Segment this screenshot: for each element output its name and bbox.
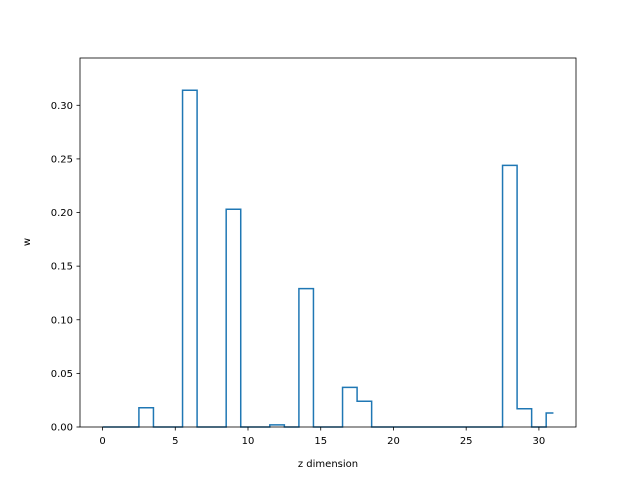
x-axis-label: z dimension [298,459,358,470]
y-tick-label: 0.10 [51,315,73,326]
y-tick-label: 0.05 [51,369,73,380]
y-tick-label: 0.15 [51,262,73,273]
x-tick-label: 0 [99,436,105,447]
x-tick-label: 20 [387,436,400,447]
x-axis: 0 5 10 15 20 25 30 [99,427,545,447]
y-tick-label: 0.30 [51,101,73,112]
y-axis-label: w [22,238,33,246]
x-tick-label: 25 [460,436,473,447]
y-tick-label: 0.25 [51,155,73,166]
x-tick-label: 5 [172,436,178,447]
y-axis: 0.00 0.05 0.10 0.15 0.20 0.25 0.30 [51,101,80,434]
x-tick-label: 30 [533,436,546,447]
y-tick-label: 0.00 [51,423,73,434]
plot-area [79,57,577,428]
y-tick-label: 0.20 [51,208,73,219]
plot-frame [79,57,577,428]
x-tick-label: 15 [314,436,327,447]
x-tick-label: 10 [242,436,255,447]
